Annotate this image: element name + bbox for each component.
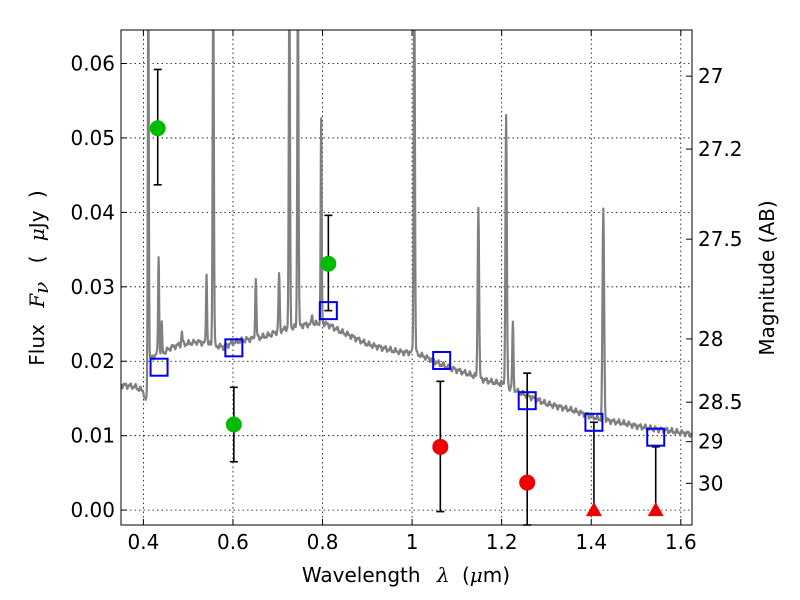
x-axis-label-symbol: λ <box>436 563 450 587</box>
magnitude-tick-label: 27.5 <box>698 227 743 251</box>
x-axis-label-unit: m) <box>483 563 510 587</box>
y-axis-label-paren-close: ) <box>25 190 49 198</box>
y-tick-label: 0.02 <box>70 349 115 373</box>
y-tick-label: 0.01 <box>70 424 115 448</box>
x-tick-label: 0.6 <box>217 530 249 554</box>
detection-point <box>225 416 242 433</box>
x-axis-label-word: Wavelength <box>302 563 421 587</box>
detection-point <box>320 255 337 272</box>
y-tick-label: 0.04 <box>70 200 115 224</box>
model-photometry-point <box>646 427 666 447</box>
x-tick-label: 0.4 <box>127 530 159 554</box>
nondetection-point <box>519 474 536 491</box>
upper-limit-point <box>647 502 664 517</box>
y-axis-label-unit: Jy <box>25 210 49 230</box>
y-axis-label-word: Flux <box>25 324 49 366</box>
y-axis-label-symbol: F <box>25 293 49 309</box>
x-tick-labels: 0.4 0.6 0.8 1 1.2 1.4 1.6 <box>127 530 696 554</box>
x-tick-label: 1.2 <box>486 530 518 554</box>
photometry-markers <box>149 120 666 517</box>
model-photometry-point <box>517 391 537 411</box>
y-axis-label-paren-open: ( <box>25 256 49 264</box>
x-axis-label-mu: μ <box>470 563 483 587</box>
magnitude-tick-label: 28.5 <box>698 390 743 414</box>
detection-point <box>149 120 166 137</box>
x-tick-label: 0.8 <box>307 530 339 554</box>
x-axis-label-paren: ( <box>462 563 470 587</box>
spectrum-line <box>121 30 692 438</box>
y-tick-label: 0.06 <box>70 51 115 75</box>
model-photometry-point <box>224 338 244 358</box>
magnitude-tick-label: 27.2 <box>698 137 743 161</box>
y-tick-label: 0.03 <box>70 275 115 299</box>
y-tick-label: 0.00 <box>70 498 115 522</box>
y-axis-label-subscript: ν <box>29 282 53 294</box>
y-axis-label: Flux Fν ( μJy ) <box>25 190 53 365</box>
nondetection-point <box>432 438 449 455</box>
model-photometry-point <box>584 412 604 432</box>
magnitude-tick-label: 30 <box>698 471 723 495</box>
x-axis-label: Wavelength λ (μm) <box>302 563 510 587</box>
magnitude-tick-label: 27 <box>698 64 723 88</box>
magnitude-tick-label: 29 <box>698 430 723 454</box>
axis-ticks <box>121 30 692 525</box>
model-photometry-point <box>432 350 452 370</box>
grid <box>121 30 692 525</box>
y-tick-label: 0.05 <box>70 126 115 150</box>
plot-frame <box>120 29 693 526</box>
model-photometry-point <box>318 301 338 321</box>
right-axis-label: Magnitude (AB) <box>755 200 779 355</box>
magnitude-tick-labels: 27 27.2 27.5 28 28.5 29 30 <box>698 64 743 495</box>
x-tick-label: 1 <box>406 530 419 554</box>
y-axis-label-mu: μ <box>25 228 49 241</box>
y-tick-labels: 0.00 0.01 0.02 0.03 0.04 0.05 0.06 <box>70 51 115 522</box>
x-tick-label: 1.6 <box>665 530 697 554</box>
model-photometry-point <box>149 357 169 377</box>
x-tick-label: 1.4 <box>575 530 607 554</box>
magnitude-tick-label: 28 <box>698 327 723 351</box>
model-spectrum <box>121 30 692 438</box>
upper-limit-point <box>585 502 602 517</box>
